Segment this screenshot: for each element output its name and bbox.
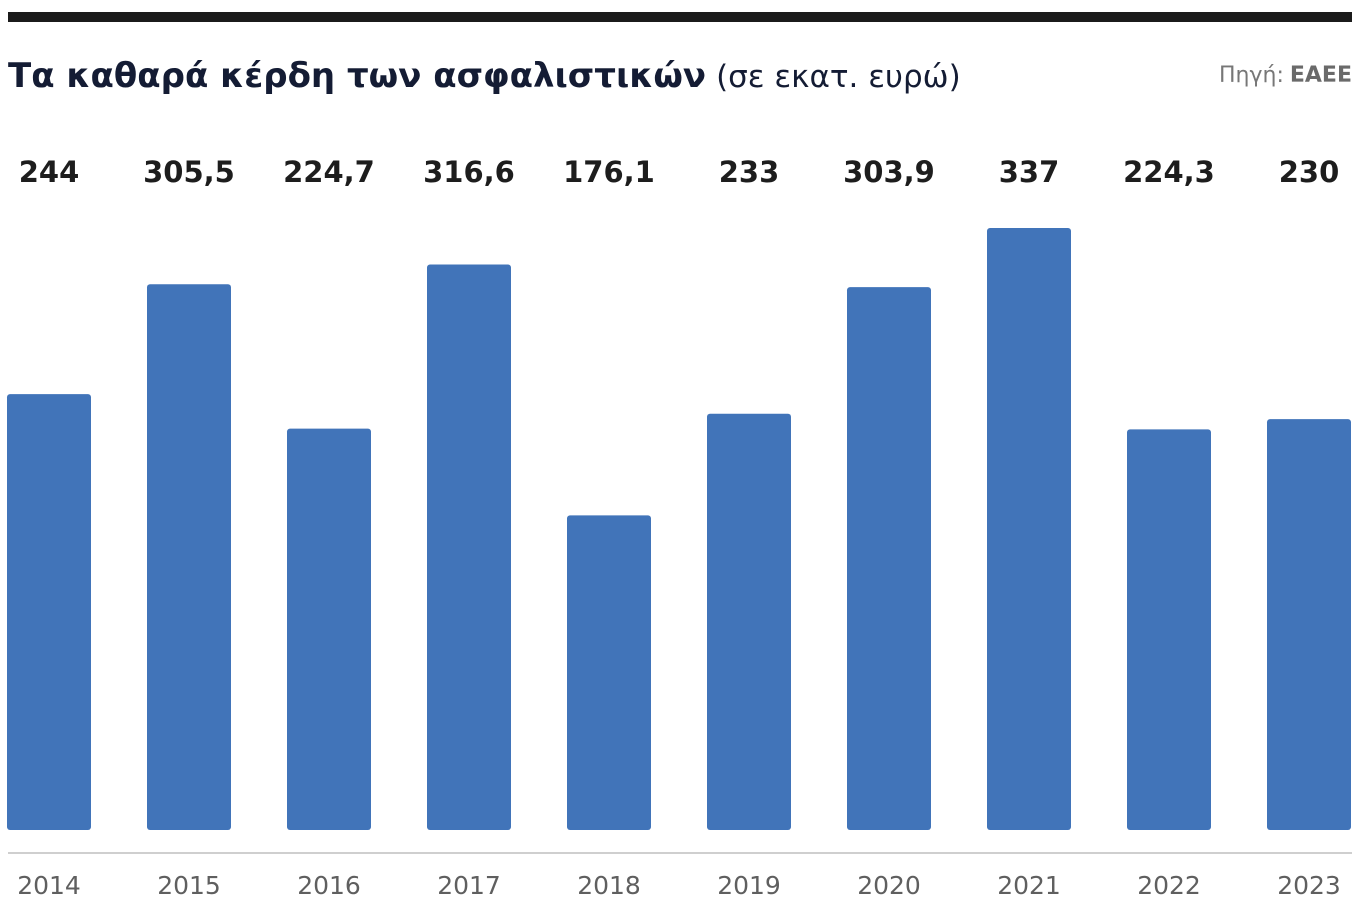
x-tick-label-2022: 2022 (1137, 871, 1201, 900)
header: Τα καθαρά κέρδη των ασφαλιστικών (σε εκατ… (8, 50, 1352, 102)
source-value: ΕΑΕΕ (1289, 63, 1352, 88)
bar-2017 (427, 264, 511, 830)
bar-2021 (987, 228, 1071, 830)
value-labels-group: 244 305,5 224,7 316,6 176,1 233 303,9 337 224,3 2… (19, 155, 1340, 189)
bar-2016 (287, 428, 371, 830)
bar-2023 (1267, 419, 1351, 830)
value-label-2018: 176,1 (563, 155, 655, 189)
value-label-2017: 316,6 (423, 155, 515, 189)
x-tick-label-2016: 2016 (297, 871, 361, 900)
bar-2018 (567, 515, 651, 830)
value-label-2019: 233 (719, 155, 780, 189)
bars-group (7, 228, 1351, 831)
value-label-2021: 337 (999, 155, 1060, 189)
x-tick-label-2020: 2020 (857, 871, 921, 900)
x-tick-label-2014: 2014 (17, 871, 81, 900)
unit-text: (σε εκατ. ευρώ) (716, 59, 961, 95)
bar-2015 (147, 284, 231, 830)
x-tick-labels-group: 2014 2015 2016 2017 2018 2019 2020 2021 2022 2023 (17, 871, 1341, 900)
value-label-2022: 224,3 (1123, 155, 1215, 189)
value-label-2020: 303,9 (843, 155, 935, 189)
bar-2014 (7, 394, 91, 830)
x-tick-label-2017: 2017 (437, 871, 501, 900)
value-label-2014: 244 (19, 155, 80, 189)
bar-2022 (1127, 429, 1211, 830)
bar-2020 (847, 287, 931, 831)
x-tick-label-2021: 2021 (997, 871, 1061, 900)
value-label-2016: 224,7 (283, 155, 375, 189)
value-label-2023: 230 (1279, 155, 1340, 189)
x-tick-label-2015: 2015 (157, 871, 221, 900)
source-label: Πηγή: (1219, 63, 1284, 88)
source-note: Πηγή: ΕΑΕΕ (1219, 50, 1352, 102)
x-tick-label-2023: 2023 (1277, 871, 1341, 900)
bar-2019 (707, 413, 791, 830)
title-text: Τα καθαρά κέρδη των ασφαλιστικών (8, 56, 707, 96)
x-tick-label-2019: 2019 (717, 871, 781, 900)
x-tick-label-2018: 2018 (577, 871, 641, 900)
chart-title: Τα καθαρά κέρδη των ασφαλιστικών (σε εκατ… (8, 50, 961, 108)
top-rule (8, 12, 1352, 22)
value-label-2015: 305,5 (143, 155, 235, 189)
